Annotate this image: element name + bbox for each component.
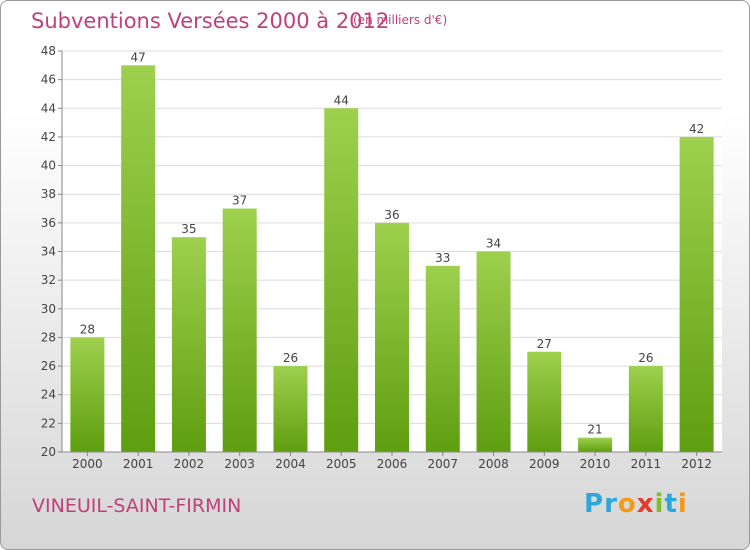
value-label-2010: 21 [587, 423, 602, 437]
y-tick-label: 36 [41, 216, 56, 230]
value-label-2001: 47 [131, 50, 146, 64]
logo-letter: i [654, 489, 665, 519]
y-tick-label: 24 [41, 388, 56, 402]
y-tick-label: 28 [41, 330, 56, 344]
y-tick-label: 38 [41, 187, 56, 201]
value-label-2012: 42 [689, 122, 704, 136]
y-tick-label: 42 [41, 130, 56, 144]
value-label-2007: 33 [435, 251, 450, 265]
x-tick-label-2002: 2002 [174, 457, 205, 471]
value-label-2005: 44 [334, 93, 349, 107]
x-tick-label-2006: 2006 [377, 457, 408, 471]
x-tick-label-2000: 2000 [72, 457, 103, 471]
logo-letter: i [677, 489, 688, 519]
logo-letter: x [636, 489, 655, 519]
logo-letter: P [584, 489, 605, 519]
chart-title: Subventions Versées 2000 à 2012 [31, 9, 390, 33]
bar-2007 [425, 265, 460, 452]
value-label-2009: 27 [537, 337, 552, 351]
bar-2001 [121, 65, 156, 453]
y-tick-label: 48 [41, 44, 56, 58]
value-label-2004: 26 [283, 351, 298, 365]
x-tick-label-2012: 2012 [681, 457, 712, 471]
y-tick-label: 20 [41, 445, 56, 459]
y-tick-label: 44 [41, 101, 56, 115]
bar-2000 [70, 337, 105, 452]
x-tick-label-2011: 2011 [631, 457, 662, 471]
logo-letter: o [617, 489, 637, 519]
bar-2004 [273, 366, 308, 452]
value-label-2000: 28 [80, 322, 95, 336]
axes: 20 22 24 26 28 30 32 34 36 38 40 42 44 46 48 2000 2001 20… [41, 44, 722, 471]
chart-unit-note: (en milliers d'€) [353, 13, 448, 27]
proxiti-logo[interactable]: Proxiti [584, 489, 688, 519]
bar-2012 [679, 136, 714, 452]
y-tick-label: 22 [41, 416, 56, 430]
y-tick-label: 46 [41, 73, 56, 87]
commune-name: VINEUIL-SAINT-FIRMIN [32, 495, 242, 517]
y-tick-label: 30 [41, 302, 56, 316]
bar-2008 [476, 251, 511, 452]
x-tick-label-2008: 2008 [478, 457, 509, 471]
value-label-2006: 36 [384, 208, 399, 222]
bar-2011 [628, 366, 663, 452]
y-tick-label: 34 [41, 245, 56, 259]
y-tick-label: 32 [41, 273, 56, 287]
bar-2002 [171, 237, 206, 452]
value-label-2003: 37 [232, 194, 247, 208]
y-tick-label: 40 [41, 159, 56, 173]
bar-2010 [578, 437, 613, 452]
x-tick-label-2007: 2007 [427, 457, 458, 471]
x-tick-label-2004: 2004 [275, 457, 306, 471]
bar-2009 [527, 351, 562, 452]
value-label-2011: 26 [638, 351, 653, 365]
x-tick-label-2010: 2010 [580, 457, 611, 471]
x-tick-label-2003: 2003 [224, 457, 255, 471]
bars: 28 47 35 37 26 44 36 33 34 27 21 26 42 [70, 50, 714, 453]
bar-2003 [222, 208, 257, 452]
bar-2006 [375, 222, 409, 452]
x-tick-label-2001: 2001 [123, 457, 154, 471]
y-tick-label: 26 [41, 359, 56, 373]
x-tick-label-2009: 2009 [529, 457, 560, 471]
value-label-2008: 34 [486, 237, 501, 251]
value-label-2002: 35 [181, 222, 196, 236]
logo-letter: t [664, 489, 678, 519]
x-tick-label-2005: 2005 [326, 457, 357, 471]
logo-letter: r [604, 489, 618, 519]
bar-2005 [324, 108, 359, 453]
